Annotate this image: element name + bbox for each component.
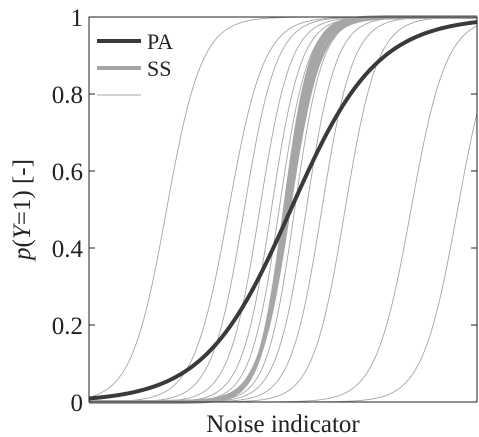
x-axis-title: Noise indicator [206, 411, 360, 437]
plot-frame [88, 16, 478, 403]
y-tick-label: 0.2 [52, 313, 83, 340]
y-tick-label: 0.6 [52, 159, 83, 186]
y-tick-label: 0.4 [52, 236, 84, 263]
y-axis-tick-labels: 0 0.2 0.4 0.6 0.8 1 [52, 5, 84, 417]
series-line-pa [88, 20, 478, 401]
legend-label: PA [147, 29, 173, 54]
y-tick-label: 1 [71, 5, 84, 32]
y-axis-title-open: ( [9, 239, 36, 247]
y-tick-label: 0.8 [52, 82, 83, 109]
y-axis-title-p: p [9, 247, 36, 262]
y-axis-title-rest: =1) [-] [9, 159, 36, 225]
legend-label: SS [147, 56, 171, 81]
y-axis-title: p(Y=1) [-] [9, 159, 36, 262]
y-axis-title-y: Y [9, 222, 36, 239]
y-tick-label: 0 [71, 390, 84, 417]
